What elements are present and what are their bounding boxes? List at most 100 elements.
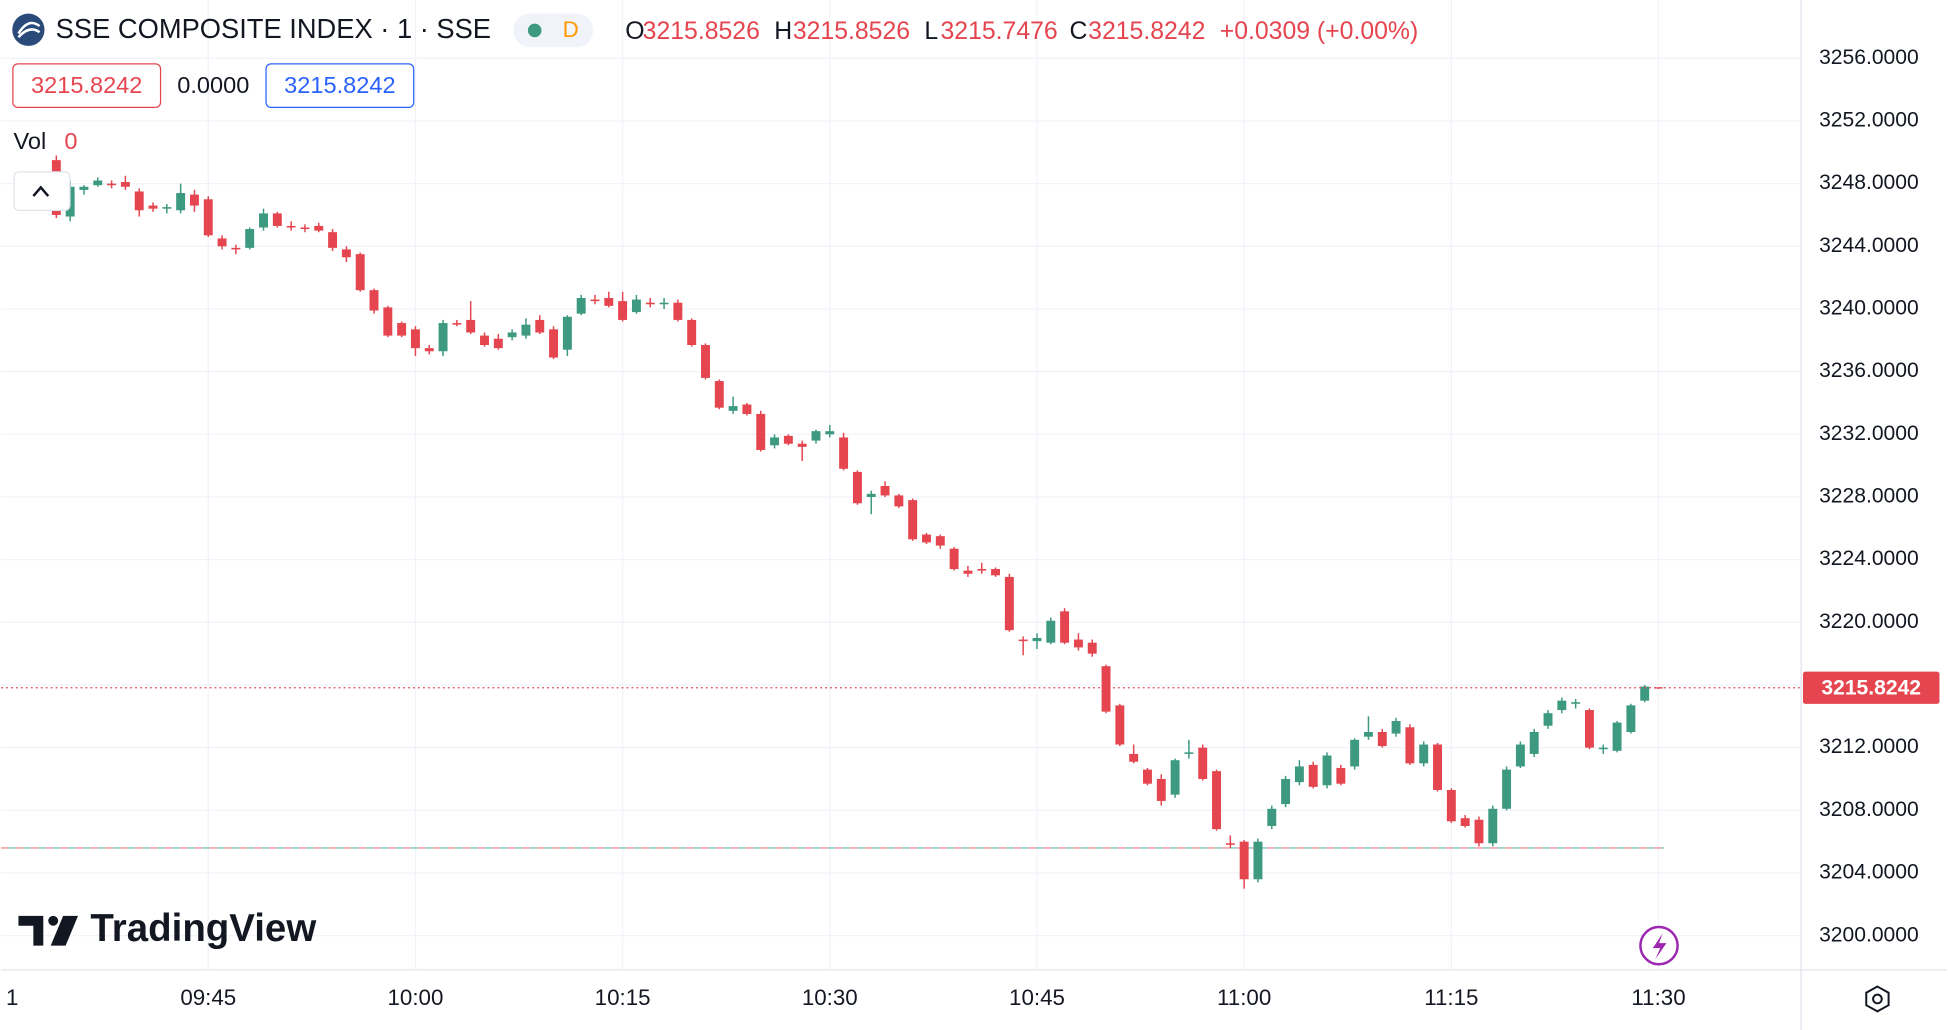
- ohlc-value: 3215.8526: [793, 18, 910, 45]
- buy-box[interactable]: [265, 63, 415, 108]
- candle-body: [1515, 744, 1525, 767]
- candle-body: [107, 183, 117, 186]
- candle-body: [1253, 841, 1263, 880]
- candle-body: [410, 329, 420, 349]
- candle-body: [922, 534, 931, 543]
- candle-body: [286, 225, 296, 228]
- candle-body: [259, 213, 268, 228]
- candle-body: [618, 301, 628, 320]
- candle-body: [231, 247, 241, 250]
- candle-body: [452, 323, 462, 325]
- candle-body: [272, 213, 282, 226]
- candle-body: [1129, 753, 1139, 762]
- settings-icon[interactable]: [1865, 985, 1890, 1013]
- candle-body: [728, 406, 738, 411]
- last-price-tag: [1802, 671, 1940, 704]
- symbol-title: SSE COMPOSITE INDEX · 1 · SSE: [56, 13, 491, 44]
- candle-body: [1143, 769, 1152, 784]
- candle-body: [148, 205, 158, 209]
- x-tick-label: 11:30: [1631, 985, 1685, 1010]
- candle-body: [1626, 705, 1636, 732]
- ohlc-value: 3215.8526: [643, 18, 760, 45]
- ohlc-value: 3215.8242: [1088, 18, 1205, 45]
- candle-body: [521, 324, 531, 336]
- status-pill[interactable]: [513, 13, 594, 48]
- buy-price[interactable]: 3215.8242: [284, 72, 395, 98]
- candle-body: [1433, 744, 1442, 790]
- candle-body: [1308, 764, 1318, 787]
- candle-body: [328, 232, 338, 248]
- x-tick-label: 11:15: [1424, 985, 1478, 1010]
- candle-body: [1115, 705, 1125, 745]
- candle-body: [894, 495, 904, 507]
- volume-label: Vol: [13, 128, 46, 154]
- candle-body: [1640, 686, 1650, 701]
- x-tick-label: 09:45: [180, 985, 236, 1010]
- ohlc-label: L: [924, 18, 938, 45]
- candle-body: [1363, 731, 1373, 737]
- candle-body: [1460, 818, 1470, 827]
- delay-badge: D: [563, 17, 579, 42]
- spread: 0.0000: [177, 72, 249, 98]
- candle-body: [1156, 778, 1166, 801]
- candle-body: [1004, 576, 1014, 631]
- candle-body: [963, 570, 973, 574]
- candle-body: [949, 548, 959, 570]
- y-tick-label: 3244.0000: [1819, 234, 1919, 257]
- y-tick-label: 3248.0000: [1819, 171, 1919, 194]
- candle-body: [825, 431, 835, 435]
- candle-body: [576, 298, 586, 314]
- candle-body: [783, 435, 793, 444]
- candle-body: [1018, 639, 1028, 642]
- collapse-button[interactable]: [13, 171, 71, 211]
- candle-body: [852, 471, 862, 504]
- sell-price[interactable]: 3215.8242: [31, 72, 142, 98]
- candle-body: [1267, 808, 1277, 827]
- candle-body: [134, 191, 144, 211]
- y-tick-label: 3232.0000: [1819, 422, 1919, 445]
- candle-body: [1087, 642, 1097, 654]
- candle-body: [1281, 778, 1291, 805]
- ohlc-label: O: [625, 18, 644, 45]
- candle-body: [1060, 611, 1070, 643]
- symbol-logo-mark: [17, 21, 41, 39]
- candle-body: [176, 193, 186, 211]
- ohlc-label: H: [774, 18, 792, 45]
- candle-body: [1474, 819, 1484, 844]
- candle-body: [811, 431, 821, 441]
- candle-body: [1322, 755, 1332, 786]
- candle-body: [770, 437, 780, 446]
- candle-body: [535, 319, 545, 333]
- grid: [1, 0, 1801, 970]
- candle-body: [1073, 639, 1083, 648]
- candle-body: [466, 319, 476, 333]
- candle-body: [1350, 739, 1360, 767]
- candle-body: [189, 194, 199, 206]
- candle-body: [1377, 731, 1387, 747]
- sell-box[interactable]: [12, 63, 162, 108]
- tv-logo-mark: [48, 915, 59, 926]
- candle-body: [590, 299, 600, 302]
- candle-body: [314, 225, 324, 231]
- candle-body: [1612, 722, 1622, 751]
- candle-body: [1198, 747, 1208, 779]
- x-tick-label: 10:15: [595, 985, 651, 1010]
- candle-body: [1419, 744, 1429, 764]
- candle-body: [1239, 841, 1249, 880]
- candle-body: [935, 536, 945, 546]
- y-tick-label: 3236.0000: [1819, 359, 1919, 382]
- candle-body: [1225, 843, 1235, 845]
- candle-body: [507, 332, 517, 338]
- candle-body: [245, 229, 255, 248]
- candle-body: [756, 413, 766, 450]
- candle-body: [369, 290, 379, 311]
- y-tick-label: 3200.0000: [1819, 923, 1919, 946]
- candle-body: [355, 254, 365, 291]
- candle-body: [1294, 766, 1304, 783]
- candle-body: [1405, 727, 1415, 764]
- candle-body: [659, 302, 669, 305]
- y-tick-label: 3228.0000: [1819, 485, 1919, 508]
- x-tick-label: 10:00: [388, 985, 444, 1010]
